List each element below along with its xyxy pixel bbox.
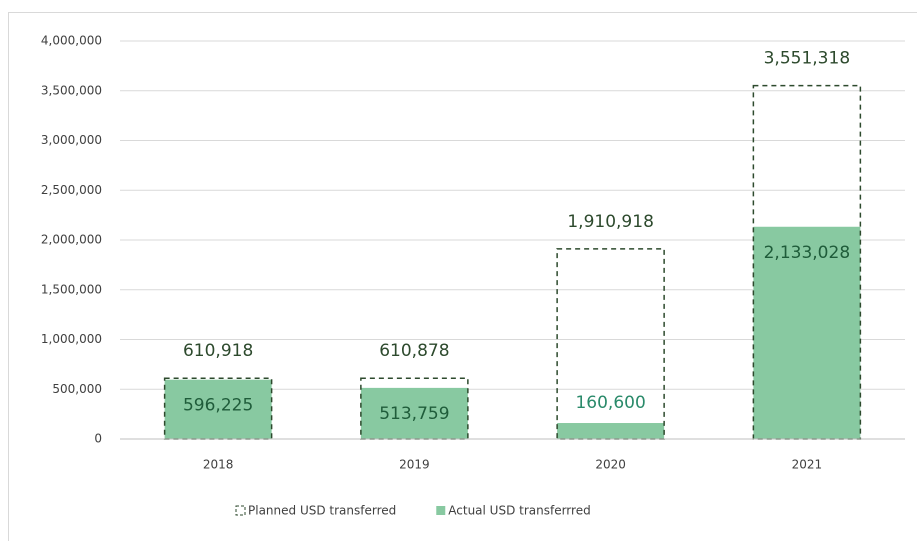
y-tick-label: 1,500,000 [41, 282, 102, 296]
value-label: 513,759 [379, 404, 449, 424]
value-label: 610,918 [183, 341, 253, 361]
x-tick-label: 2021 [792, 458, 823, 472]
planned-bar [163, 377, 273, 440]
y-tick-label: 1,000,000 [41, 332, 102, 346]
value-label: 2,133,028 [764, 243, 851, 263]
planned-bar [556, 248, 665, 440]
y-tick-label: 4,000,000 [41, 34, 102, 48]
actual-bar [753, 226, 861, 439]
actual-bar [360, 387, 468, 439]
value-label: 3,551,318 [764, 49, 851, 69]
legend-swatch [235, 505, 246, 516]
legend-label: Planned USD transferred [248, 504, 396, 518]
actual-bar [164, 379, 272, 439]
planned-bar [360, 377, 469, 440]
x-tick-label: 2020 [595, 458, 626, 472]
y-tick-label: 0 [94, 432, 102, 446]
y-tick-label: 3,000,000 [41, 133, 102, 147]
x-tick-label: 2018 [203, 458, 234, 472]
x-tick-label: 2019 [399, 458, 430, 472]
y-tick-label: 2,500,000 [41, 183, 102, 197]
y-tick-label: 2,000,000 [41, 233, 102, 247]
value-label: 610,878 [379, 341, 449, 361]
value-label: 1,910,918 [567, 212, 654, 232]
legend-label: Actual USD transferrred [448, 504, 590, 518]
y-tick-label: 500,000 [52, 382, 102, 396]
actual-bar [557, 423, 665, 439]
y-tick-label: 3,500,000 [41, 83, 102, 97]
chart-frame [8, 12, 917, 541]
value-label: 596,225 [183, 396, 253, 416]
legend-swatch [436, 506, 446, 515]
value-label: 160,600 [575, 393, 645, 413]
